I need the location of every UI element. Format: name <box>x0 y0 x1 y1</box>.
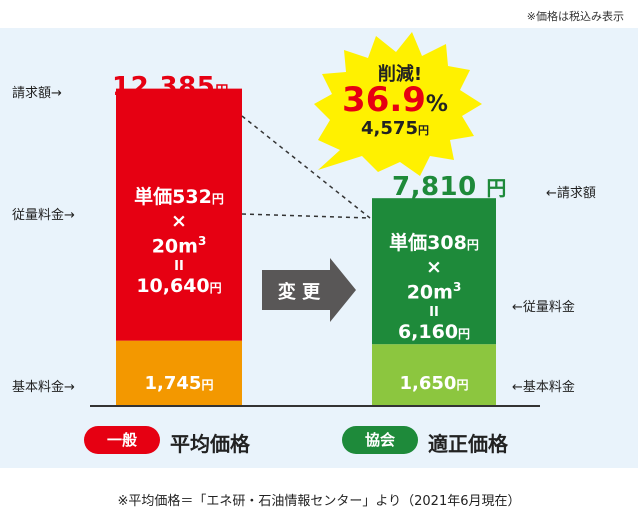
right-volume-sup: 3 <box>452 279 462 294</box>
burst-percent: 36.9% <box>320 80 470 120</box>
left-equals: II <box>174 258 184 274</box>
dashed-connector-top <box>241 115 371 219</box>
burst-amount: 4,575円 <box>330 118 460 139</box>
burst-percent-value: 36.9 <box>342 80 426 120</box>
burst-amount-yen: 円 <box>417 124 429 137</box>
bar-usage-average <box>116 88 242 341</box>
left-volume-sup: 3 <box>197 233 207 248</box>
pill-association: 協会 <box>342 426 418 454</box>
source-note: ※平均価格＝「エネ研・石油情報センター」より（2021年6月現在） <box>117 494 521 509</box>
left-usage-label: 従量料金→ <box>12 208 75 223</box>
reduction-burst-shape <box>314 32 482 176</box>
right-base-text: 1,650円 <box>372 373 496 394</box>
right-volume: 20m <box>406 280 453 303</box>
legend-fair-price: 適正価格 <box>428 432 508 456</box>
legend-average-price: 平均価格 <box>170 432 250 456</box>
tax-note: ※価格は税込み表示 <box>526 10 624 23</box>
right-total-value: 7,810 円 <box>392 172 507 202</box>
right-usage-yen: 円 <box>458 326 471 341</box>
pill-general: 一般 <box>84 426 160 454</box>
left-base-yen: 円 <box>201 378 214 392</box>
burst-amount-value: 4,575 <box>361 118 418 139</box>
bar-usage-fair <box>372 198 496 345</box>
right-usage-breakdown: 単価308円 × 20m3 II 6,160円 <box>372 232 496 345</box>
left-usage-yen: 円 <box>209 280 222 295</box>
right-usage-label: ←従量料金 <box>512 300 575 315</box>
burst-title: 削減! <box>377 64 423 85</box>
bar-base-average <box>116 340 242 406</box>
left-times: × <box>171 209 187 232</box>
left-total-number: 12,385 <box>112 72 216 102</box>
right-base-label: ←基本料金 <box>512 380 575 395</box>
right-times: × <box>426 255 442 278</box>
burst-percent-sign: % <box>425 92 448 117</box>
left-base-value: 1,745 <box>144 373 202 394</box>
left-unit-yen: 円 <box>211 192 224 206</box>
right-total-label: ←請求額 <box>546 186 596 201</box>
right-total-number: 7,810 <box>392 172 477 202</box>
left-base-text: 1,745円 <box>116 373 242 394</box>
left-total-yen: 円 <box>215 84 229 99</box>
left-usage-breakdown: 単価532円 × 20m3 II 10,640円 <box>116 186 242 299</box>
right-equals: II <box>429 304 439 320</box>
right-unit-price: 単価308 <box>389 232 467 254</box>
right-base-yen: 円 <box>456 378 469 392</box>
bar-base-fair <box>372 344 496 406</box>
right-usage-value: 6,160 <box>397 320 459 343</box>
right-base-value: 1,650 <box>399 373 457 394</box>
left-total-value: 12,385円 <box>112 72 229 102</box>
change-arrow-shape <box>262 258 356 322</box>
left-unit-price: 単価532 <box>134 186 212 208</box>
right-total-yen: 円 <box>486 176 507 200</box>
left-volume: 20m <box>151 234 198 257</box>
left-total-label: 請求額→ <box>12 86 62 101</box>
dashed-connector-mid <box>241 213 371 219</box>
change-arrow-label: 変 更 <box>277 282 321 303</box>
right-unit-yen: 円 <box>466 238 479 252</box>
left-base-label: 基本料金→ <box>12 380 75 395</box>
left-usage-value: 10,640 <box>136 274 210 297</box>
